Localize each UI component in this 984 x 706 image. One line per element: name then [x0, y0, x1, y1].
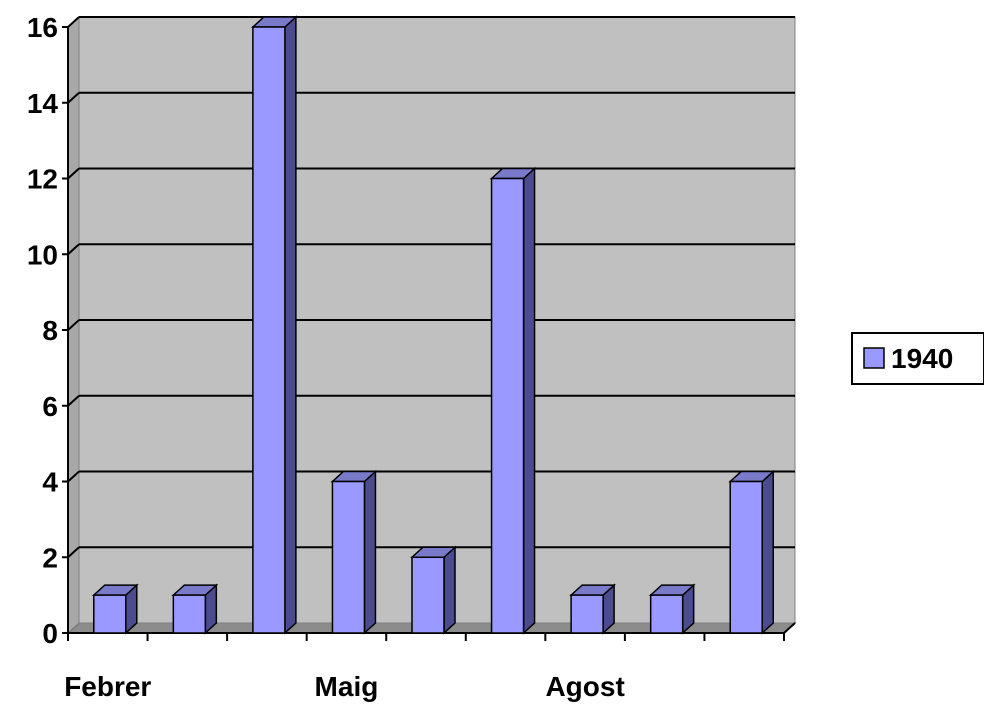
bars — [91, 15, 776, 635]
y-axis-tick-labels: 0 2 4 6 8 10 12 14 16 — [27, 12, 59, 649]
bar — [330, 469, 378, 635]
gridline-side — [67, 243, 80, 255]
y-tick-label: 8 — [42, 315, 58, 346]
legend-swatch — [863, 347, 885, 369]
y-tick-label: 0 — [42, 618, 58, 649]
bar-front — [172, 594, 207, 634]
bar-side — [284, 15, 297, 635]
bar-front — [331, 480, 366, 634]
gridline-side — [67, 167, 80, 180]
bar-front — [411, 556, 445, 634]
y-tick-label: 4 — [42, 467, 58, 498]
x-tick-label: Febrer — [64, 671, 151, 702]
y-tick-label: 16 — [27, 12, 58, 43]
x-axis-depth-line — [783, 622, 796, 634]
bar-side — [443, 545, 456, 635]
y-tick-label: 14 — [27, 88, 59, 119]
bar-side — [761, 469, 774, 635]
bar-front — [252, 26, 286, 634]
bar — [648, 583, 696, 635]
legend-entry-1940: 1940 — [891, 343, 953, 374]
gridline-side — [67, 395, 80, 407]
x-axis-tick-labels: Febrer Maig Agost — [64, 671, 625, 702]
gridline-side — [67, 470, 80, 483]
bar-side — [522, 166, 536, 635]
bar-front — [570, 594, 604, 634]
bar-front — [490, 177, 525, 634]
bar-front — [649, 594, 684, 634]
bar — [728, 469, 776, 635]
bar — [410, 545, 457, 635]
gridline-side — [67, 92, 80, 104]
bar-front — [729, 480, 763, 634]
x-tick-label: Maig — [315, 671, 379, 702]
plot-area — [67, 15, 796, 635]
bar — [250, 15, 298, 635]
bar-side — [363, 469, 377, 635]
bar-front — [93, 594, 127, 634]
bar — [569, 583, 617, 635]
y-tick-label: 6 — [42, 391, 58, 422]
y-tick-label: 12 — [27, 164, 58, 195]
y-tick-label: 2 — [42, 542, 58, 573]
bar — [489, 166, 537, 635]
gridline-side — [67, 16, 80, 28]
x-tick-label: Agost — [545, 671, 624, 702]
gridline-side — [67, 319, 80, 331]
bar — [91, 583, 139, 635]
legend-box — [851, 332, 984, 385]
bar — [171, 583, 219, 635]
gridline-side — [67, 546, 80, 558]
legend: 1940 — [851, 332, 984, 385]
y-tick-label: 10 — [27, 239, 58, 270]
